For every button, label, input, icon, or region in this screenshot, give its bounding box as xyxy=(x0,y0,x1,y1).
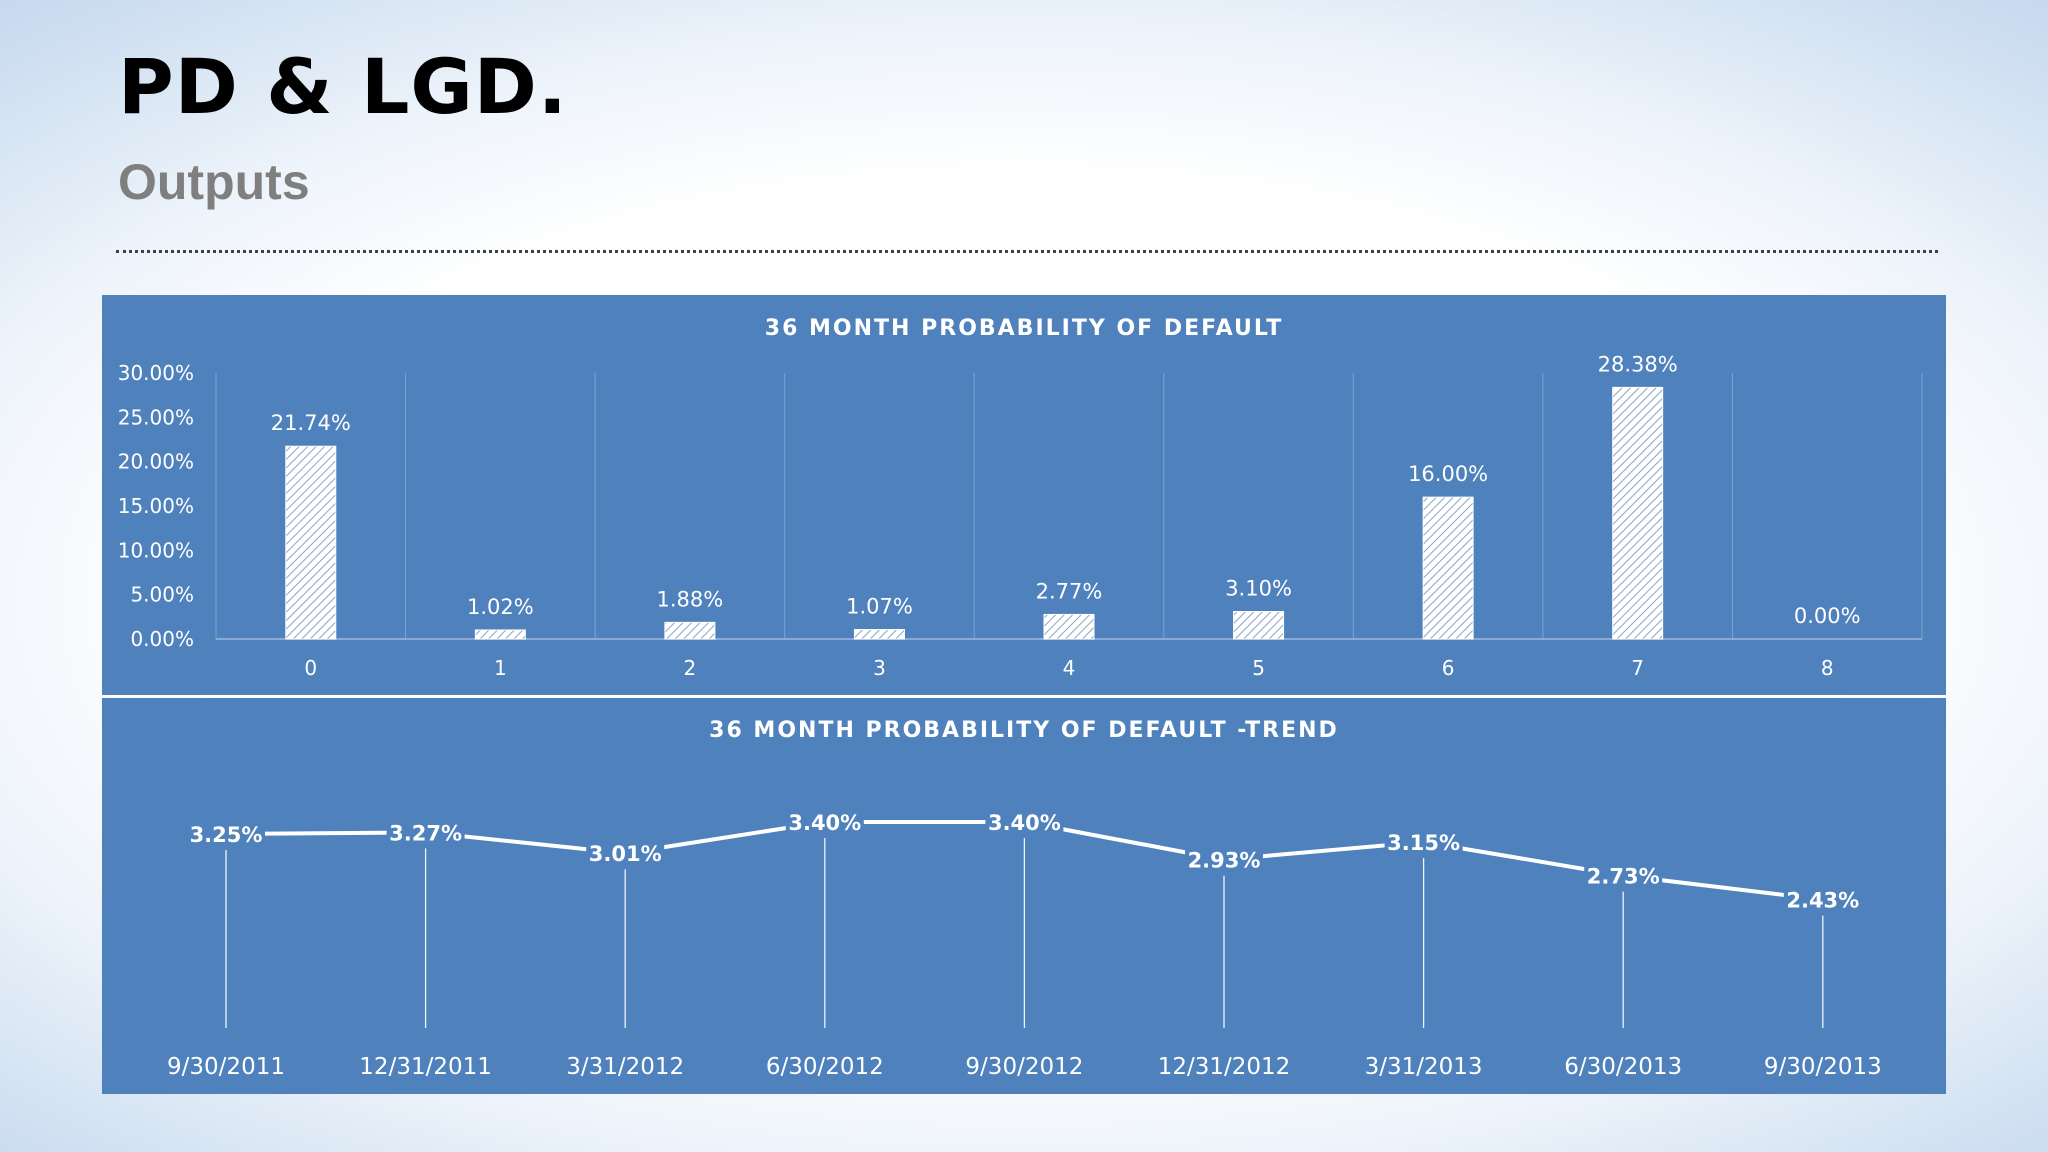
y-tick-label: 0.00% xyxy=(130,627,194,651)
trend-data-label: 2.93% xyxy=(1188,849,1261,873)
bar-data-label: 0.00% xyxy=(1794,604,1861,628)
trend-data-label: 2.43% xyxy=(1786,889,1859,913)
pd-trend-chart-panel: 36 MONTH PROBABILITY OF DEFAULT -TREND 3… xyxy=(102,698,1946,1094)
bar-data-label: 16.00% xyxy=(1408,462,1488,486)
x-tick-label: 6 xyxy=(1442,656,1455,680)
bar-data-label: 2.77% xyxy=(1036,579,1103,603)
x-tick-label: 9/30/2011 xyxy=(167,1054,285,1080)
y-tick-label: 5.00% xyxy=(130,583,194,607)
data-label-background xyxy=(985,807,1064,835)
x-tick-label: 9/30/2012 xyxy=(965,1054,1083,1080)
data-label-background xyxy=(785,807,864,835)
bar xyxy=(853,629,905,640)
bar xyxy=(664,621,716,640)
data-label-background xyxy=(1185,844,1263,873)
bar-data-label: 28.38% xyxy=(1598,352,1678,376)
title-divider xyxy=(116,250,1938,253)
x-tick-label: 6/30/2013 xyxy=(1564,1054,1682,1080)
data-label-background xyxy=(1783,884,1862,913)
x-tick-label: 3/31/2013 xyxy=(1365,1054,1483,1080)
trend-data-label: 3.15% xyxy=(1387,831,1460,855)
y-tick-label: 10.00% xyxy=(118,538,194,562)
pd-bar-chart-panel: 36 MONTH PROBABILITY OF DEFAULT 0.00% 5.0… xyxy=(102,295,1946,695)
x-tick-label: 5 xyxy=(1252,656,1265,680)
y-tick-label: 25.00% xyxy=(118,405,194,429)
data-label-background xyxy=(187,819,265,847)
pd-bar-chart: 36 MONTH PROBABILITY OF DEFAULT 0.00% 5.0… xyxy=(118,316,1923,680)
x-tick-label: 4 xyxy=(1063,656,1076,680)
bar xyxy=(1043,613,1095,640)
trend-data-label: 3.01% xyxy=(589,842,662,866)
bar-data-label: 3.10% xyxy=(1225,577,1292,601)
x-tick-label: 3 xyxy=(873,656,886,680)
y-tick-label: 20.00% xyxy=(118,450,194,474)
bar xyxy=(1422,496,1474,640)
x-tick-label: 8 xyxy=(1821,656,1834,680)
y-tick-label: 15.00% xyxy=(118,494,194,518)
slide-title: PD & LGD. xyxy=(118,42,568,131)
x-tick-label: 12/31/2011 xyxy=(359,1054,492,1080)
trend-data-label: 3.40% xyxy=(988,811,1061,835)
bar-data-label: 21.74% xyxy=(271,411,351,435)
data-label-background xyxy=(1384,827,1463,855)
trend-data-label: 3.27% xyxy=(389,821,462,845)
data-label-background xyxy=(1584,860,1663,889)
x-tick-label: 12/31/2012 xyxy=(1158,1054,1291,1080)
bar-data-label: 1.02% xyxy=(467,595,534,619)
x-tick-label: 6/30/2012 xyxy=(766,1054,884,1080)
trend-data-label: 2.73% xyxy=(1587,865,1660,889)
x-tick-label: 1 xyxy=(494,656,507,680)
x-tick-label: 9/30/2013 xyxy=(1764,1054,1882,1080)
x-tick-label: 3/31/2012 xyxy=(566,1054,684,1080)
trend-data-label: 3.25% xyxy=(190,823,263,847)
bar-data-label: 1.88% xyxy=(657,587,724,611)
bar xyxy=(1612,386,1664,640)
bar xyxy=(1233,611,1285,640)
trend-data-label: 3.40% xyxy=(788,811,861,835)
data-label-background xyxy=(586,838,665,867)
x-tick-label: 2 xyxy=(684,656,697,680)
data-label-background xyxy=(386,817,465,846)
y-tick-label: 30.00% xyxy=(118,361,194,385)
pd-trend-chart: 36 MONTH PROBABILITY OF DEFAULT -TREND 3… xyxy=(167,718,1882,1080)
slide-subtitle: Outputs xyxy=(118,154,310,210)
trend-chart-title: 36 MONTH PROBABILITY OF DEFAULT -TREND xyxy=(709,718,1339,743)
bar xyxy=(285,445,337,640)
x-tick-label: 7 xyxy=(1631,656,1644,680)
bar-data-label: 1.07% xyxy=(846,595,913,619)
bar-chart-title: 36 MONTH PROBABILITY OF DEFAULT xyxy=(765,316,1283,341)
x-tick-label: 0 xyxy=(304,656,317,680)
bar xyxy=(474,629,526,640)
